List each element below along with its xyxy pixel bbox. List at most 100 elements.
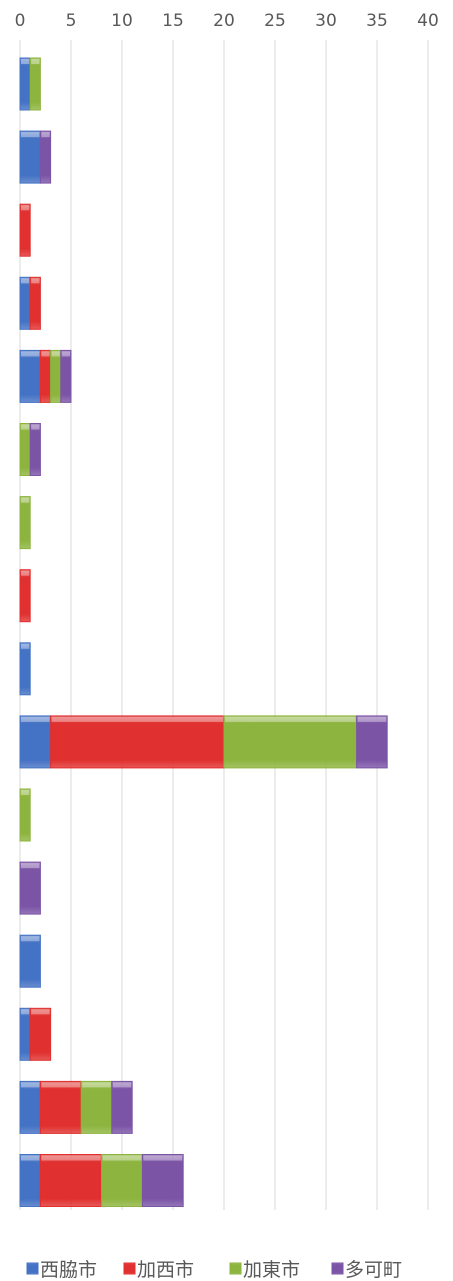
- bar-highlight: [31, 59, 40, 64]
- bar-highlight: [41, 351, 50, 357]
- bar-segment: [19, 1007, 31, 1061]
- bar-segment: [39, 1080, 82, 1134]
- bar-segment: [19, 861, 41, 915]
- bar-segment: [111, 1080, 133, 1134]
- bar-segment: [29, 276, 41, 330]
- bar-row: [19, 276, 41, 330]
- bar-row: [19, 861, 41, 915]
- bar-highlight: [31, 424, 40, 430]
- legend-swatch: [331, 1262, 344, 1275]
- bar-row: [19, 788, 31, 842]
- x-tick-label: 25: [264, 11, 286, 31]
- bar-row: [19, 569, 31, 623]
- bar-row: [19, 57, 41, 111]
- bar-segment: [19, 349, 41, 403]
- bar-row: [19, 1080, 133, 1134]
- x-tick-label: 15: [162, 11, 184, 31]
- bar-highlight: [102, 1155, 142, 1161]
- bar-segment: [39, 1154, 103, 1207]
- bar-highlight: [21, 1155, 40, 1161]
- legend-swatch: [229, 1262, 242, 1275]
- legend: 西脇市 加西市 加東市 多可町: [26, 1259, 402, 1281]
- bar-segment: [19, 130, 41, 184]
- legend-label: 西脇市: [40, 1259, 97, 1281]
- bar-highlight: [21, 643, 30, 649]
- bar-segment: [19, 276, 31, 330]
- bar-highlight: [21, 936, 40, 942]
- bar-segment: [29, 423, 41, 476]
- bar-row: [19, 203, 31, 257]
- bar-segment: [223, 715, 358, 769]
- bar-row: [19, 934, 41, 988]
- x-tick-label: 40: [417, 11, 439, 31]
- bar-highlight: [143, 1155, 183, 1161]
- bar-segment: [39, 130, 52, 184]
- bar-row: [19, 423, 41, 476]
- bar-highlight: [21, 351, 40, 357]
- bar-highlight: [21, 570, 30, 576]
- bar-segment: [19, 569, 31, 623]
- bar-segment: [141, 1154, 184, 1207]
- bar-segment: [60, 349, 72, 403]
- bar-segment: [19, 496, 31, 550]
- bar-highlight: [21, 1082, 40, 1088]
- legend-label: 加東市: [243, 1259, 300, 1281]
- bar-segment: [19, 715, 52, 769]
- x-tick-label: 10: [111, 11, 133, 31]
- bar-segment: [39, 349, 52, 403]
- legend-swatch: [123, 1262, 136, 1275]
- bar-highlight: [21, 497, 30, 503]
- bar-highlight: [21, 205, 30, 211]
- bar-row: [19, 1007, 52, 1061]
- x-tick-label: 20: [213, 11, 235, 31]
- bar-segment: [29, 1007, 52, 1061]
- bar-highlight: [21, 59, 30, 64]
- gridlines: [19, 40, 429, 1210]
- bar-segment: [101, 1154, 143, 1207]
- bar-segment: [29, 57, 41, 111]
- bar-segment: [19, 203, 31, 257]
- x-tick-label: 5: [66, 11, 77, 31]
- bar-highlight: [357, 716, 387, 722]
- bar-row: [19, 496, 31, 550]
- bar-segment: [356, 715, 388, 769]
- bar-segment: [19, 642, 31, 696]
- bars: [19, 57, 388, 1207]
- legend-label: 多可町: [345, 1259, 402, 1281]
- legend-swatch: [26, 1262, 39, 1275]
- bar-highlight: [21, 132, 40, 138]
- bar-row: [19, 1154, 184, 1207]
- bar-highlight: [21, 278, 30, 284]
- bar-highlight: [112, 1082, 132, 1088]
- bar-segment: [50, 715, 225, 769]
- bar-segment: [19, 934, 41, 988]
- legend-item: 多可町: [331, 1259, 402, 1281]
- bar-row: [19, 715, 388, 769]
- legend-label: 加西市: [137, 1259, 194, 1281]
- bar-segment: [19, 57, 31, 111]
- x-tick-label: 35: [366, 11, 388, 31]
- legend-item: 加西市: [123, 1259, 194, 1281]
- x-tick-label: 0: [15, 11, 26, 31]
- bar-segment: [80, 1080, 113, 1134]
- bar-row: [19, 349, 72, 403]
- bar-highlight: [41, 132, 50, 138]
- bar-highlight: [31, 278, 40, 284]
- bar-highlight: [21, 716, 50, 722]
- bar-highlight: [21, 863, 40, 869]
- bar-highlight: [225, 716, 356, 722]
- legend-item: 加東市: [229, 1259, 300, 1281]
- bar-highlight: [51, 716, 223, 722]
- bar-highlight: [41, 1082, 81, 1088]
- legend-item: 西脇市: [26, 1259, 97, 1281]
- bar-highlight: [21, 1009, 30, 1015]
- bar-highlight: [82, 1082, 111, 1088]
- x-tick-label: 30: [315, 11, 337, 31]
- bar-highlight: [51, 351, 60, 357]
- bar-row: [19, 642, 31, 696]
- bar-highlight: [41, 1155, 101, 1161]
- bar-segment: [50, 349, 62, 403]
- bar-highlight: [21, 790, 30, 795]
- bar-segment: [19, 1080, 41, 1134]
- bar-highlight: [61, 351, 70, 357]
